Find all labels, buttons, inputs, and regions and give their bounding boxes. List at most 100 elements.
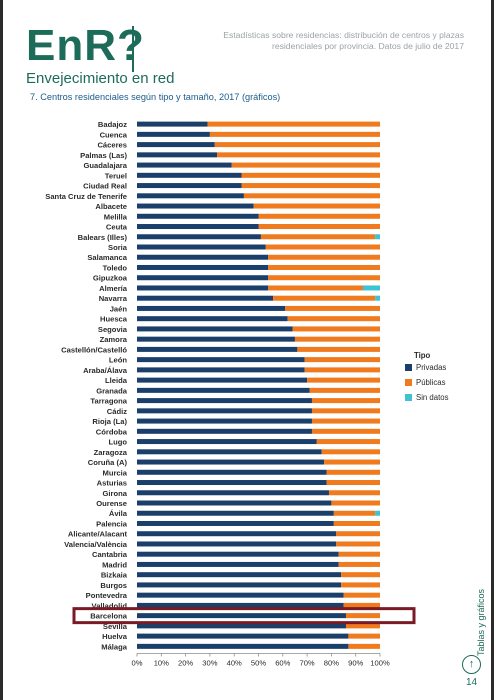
bar-madrid-publicas xyxy=(338,561,380,567)
bar-burgos-privadas xyxy=(137,582,342,588)
category-label-coruna-a: Coruña (A) xyxy=(88,458,128,467)
category-label-ciudad-real: Ciudad Real xyxy=(83,182,127,191)
category-label-girona: Girona xyxy=(103,489,128,498)
bar-barcelona-publicas xyxy=(345,613,380,619)
bar-asturias-publicas xyxy=(326,480,380,486)
x-tick-label: 10% xyxy=(154,658,169,667)
x-tick-label: 30% xyxy=(202,658,217,667)
bar-avila-sin-datos xyxy=(375,510,380,516)
category-label-barcelona: Barcelona xyxy=(90,612,127,621)
bar-segovia-publicas xyxy=(292,326,380,332)
bar-granada-privadas xyxy=(137,387,310,393)
bar-alicante-alacant-privadas xyxy=(137,531,337,537)
category-label-soria: Soria xyxy=(108,243,128,252)
bar-jaen-privadas xyxy=(137,305,286,311)
bar-guadalajara-publicas xyxy=(231,162,380,168)
bar-cuenca-publicas xyxy=(209,131,380,137)
x-tick-label: 60% xyxy=(275,658,290,667)
bar-albacete-publicas xyxy=(253,203,380,209)
back-to-top-icon[interactable]: ↑ xyxy=(462,655,481,674)
bar-palmas-las-privadas xyxy=(137,152,218,158)
bar-cadiz-privadas xyxy=(137,408,312,414)
category-label-lugo: Lugo xyxy=(108,438,127,447)
brand-logo-divider xyxy=(132,26,134,72)
category-label-cuenca: Cuenca xyxy=(100,130,128,139)
bar-rioja-la-publicas xyxy=(311,418,380,424)
side-section-label[interactable]: Tablas y gráficos xyxy=(476,588,486,656)
bar-ciudad-real-publicas xyxy=(241,183,380,189)
category-label-almeria: Almería xyxy=(99,284,128,293)
category-label-toledo: Toledo xyxy=(103,263,128,272)
page-border-left xyxy=(0,0,3,700)
category-label-cordoba: Córdoba xyxy=(96,427,128,436)
section-title: 7. Centros residenciales según tipo y ta… xyxy=(30,92,281,102)
bar-sevilla-publicas xyxy=(345,623,380,629)
highlight-box-barcelona xyxy=(72,607,416,625)
bar-bizkaia-privadas xyxy=(137,572,342,578)
bar-alicante-alacant-publicas xyxy=(336,531,380,537)
bar-lugo-publicas xyxy=(316,439,380,445)
category-label-guadalajara: Guadalajara xyxy=(84,161,128,170)
bar-leon-privadas xyxy=(137,357,305,363)
bar-zamora-publicas xyxy=(294,336,380,342)
bar-balears-illes-sin-datos xyxy=(375,234,380,240)
bar-jaen-publicas xyxy=(285,305,380,311)
bar-badajoz-privadas xyxy=(137,121,208,127)
page-border-right xyxy=(491,0,494,700)
bar-navarra-privadas xyxy=(137,295,274,301)
bar-segovia-privadas xyxy=(137,326,293,332)
bar-teruel-publicas xyxy=(241,172,380,178)
bar-cordoba-publicas xyxy=(311,428,380,434)
category-label-teruel: Teruel xyxy=(105,171,127,180)
x-tick-label: 0% xyxy=(132,658,143,667)
category-label-araba-alava: Araba/Álava xyxy=(83,366,128,375)
category-label-palmas-las: Palmas (Las) xyxy=(80,151,127,160)
legend-swatch-publicas xyxy=(405,379,412,386)
bar-ceuta-publicas xyxy=(258,224,380,230)
bar-palencia-privadas xyxy=(137,520,334,526)
category-label-ceuta: Ceuta xyxy=(106,223,128,232)
bar-huelva-privadas xyxy=(137,633,349,639)
bar-balears-illes-publicas xyxy=(260,234,376,240)
bar-rioja-la-privadas xyxy=(137,418,312,424)
bar-sevilla-privadas xyxy=(137,623,346,629)
bar-avila-privadas xyxy=(137,510,334,516)
bar-salamanca-publicas xyxy=(268,254,380,260)
category-label-burgos: Burgos xyxy=(100,581,127,590)
category-label-palencia: Palencia xyxy=(96,519,128,528)
bar-palmas-las-publicas xyxy=(217,152,380,158)
category-label-melilla: Melilla xyxy=(104,212,128,221)
legend-label-privadas: Privadas xyxy=(416,363,446,372)
bar-lugo-privadas xyxy=(137,439,317,445)
bar-tarragona-privadas xyxy=(137,398,312,404)
bar-cadiz-publicas xyxy=(311,408,380,414)
category-label-leon: León xyxy=(109,356,128,365)
category-label-santa-cruz-de-tenerife: Santa Cruz de Tenerife xyxy=(45,192,127,201)
category-label-cantabria: Cantabria xyxy=(92,550,128,559)
category-label-lleida: Lleida xyxy=(105,376,128,385)
bar-toledo-publicas xyxy=(268,264,380,270)
x-tick-label: 100% xyxy=(370,658,390,667)
bar-pontevedra-privadas xyxy=(137,592,344,598)
category-label-zamora: Zamora xyxy=(100,335,128,344)
bar-coruna-a-publicas xyxy=(324,459,380,465)
bar-murcia-privadas xyxy=(137,469,327,475)
bar-castellon-castello-publicas xyxy=(297,346,380,352)
bar-caceres-publicas xyxy=(214,142,380,148)
category-label-valencia-valencia: Valencia/València xyxy=(64,540,128,549)
bar-soria-publicas xyxy=(265,244,380,250)
bar-cantabria-privadas xyxy=(137,551,339,557)
category-label-balears-illes: Balears (Illes) xyxy=(78,233,128,242)
bar-girona-privadas xyxy=(137,490,329,496)
category-label-granada: Granada xyxy=(96,386,128,395)
bar-valladolid-publicas xyxy=(343,602,380,608)
bar-valencia-valencia-publicas xyxy=(336,541,380,547)
bar-melilla-publicas xyxy=(258,213,380,219)
bar-santa-cruz-de-tenerife-privadas xyxy=(137,193,244,199)
bar-araba-alava-privadas xyxy=(137,367,305,373)
legend-label-publicas: Públicas xyxy=(416,378,446,387)
legend-swatch-privadas xyxy=(405,364,412,371)
bar-barcelona-privadas xyxy=(137,613,346,619)
bar-tarragona-publicas xyxy=(311,398,380,404)
